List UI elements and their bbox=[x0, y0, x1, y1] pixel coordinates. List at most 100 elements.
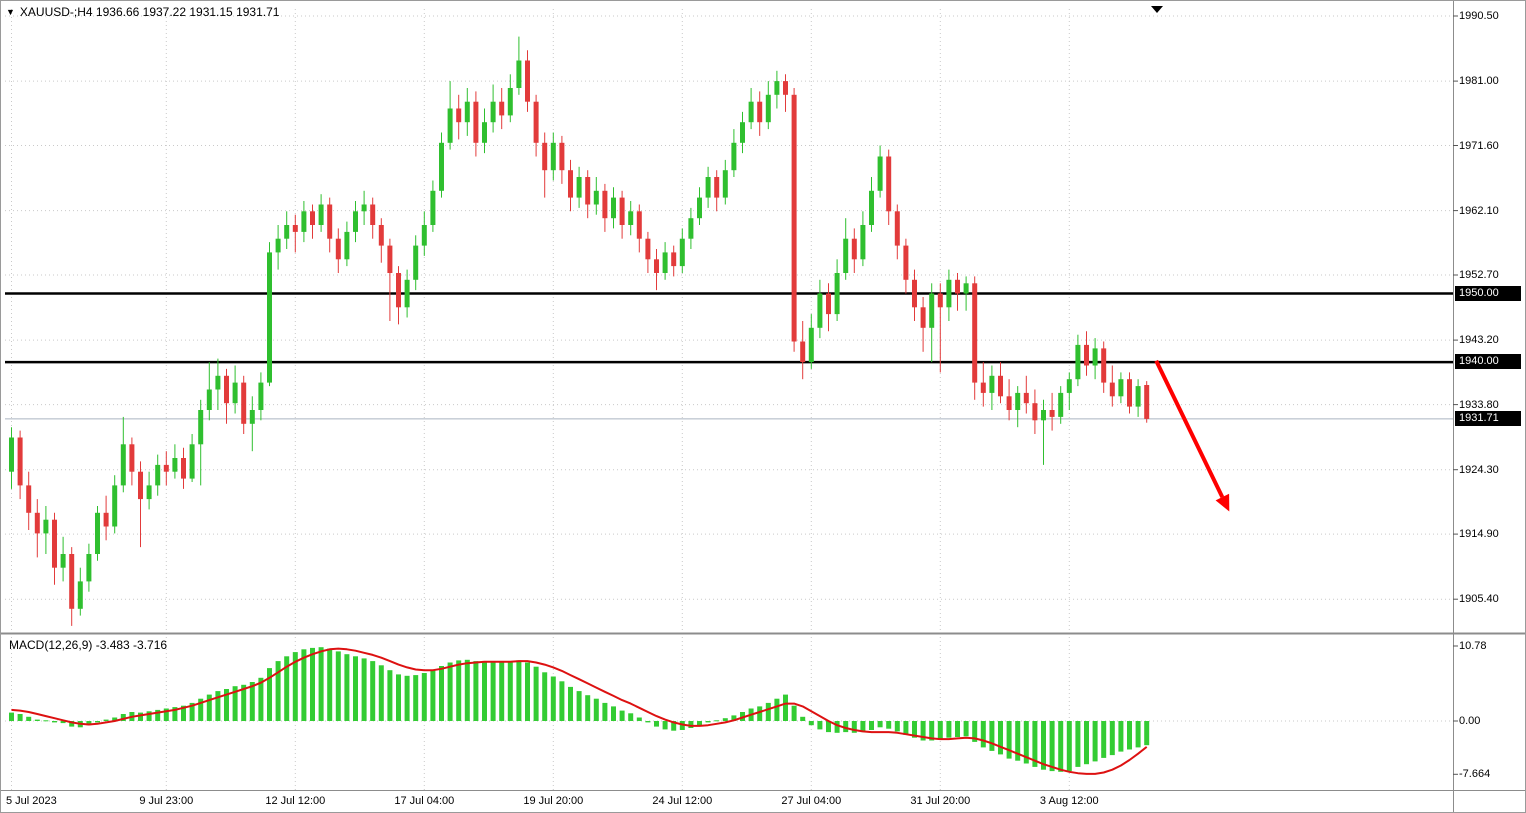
macd-bar bbox=[1023, 721, 1029, 764]
macd-bar bbox=[989, 721, 995, 751]
signal-line bbox=[11, 647, 1148, 775]
macd-bar bbox=[146, 711, 152, 721]
macd-bar bbox=[757, 706, 763, 721]
macd-bar bbox=[52, 721, 57, 723]
macd-bar bbox=[86, 721, 92, 726]
candle bbox=[232, 382, 238, 404]
candle bbox=[206, 389, 212, 410]
macd-bar bbox=[215, 691, 221, 721]
candle bbox=[95, 512, 100, 554]
candle bbox=[1118, 379, 1124, 397]
candle bbox=[920, 307, 926, 328]
macd-bar bbox=[791, 705, 797, 721]
macd-bar bbox=[155, 709, 161, 721]
macd-bar bbox=[17, 714, 23, 721]
macd-bar bbox=[404, 675, 410, 721]
candle bbox=[722, 170, 728, 198]
candle bbox=[559, 142, 565, 171]
candle bbox=[77, 581, 83, 609]
candle bbox=[593, 190, 599, 205]
macd-bar bbox=[1041, 721, 1046, 770]
candle bbox=[439, 142, 444, 191]
macd-bar bbox=[929, 721, 935, 741]
candle bbox=[353, 211, 358, 232]
candle bbox=[636, 211, 642, 239]
macd-bar bbox=[808, 721, 814, 726]
candle bbox=[955, 279, 960, 294]
candle bbox=[619, 197, 625, 225]
macd-bar bbox=[877, 721, 883, 728]
candle bbox=[1135, 386, 1141, 407]
macd-bar bbox=[783, 694, 788, 721]
macd-bar bbox=[576, 691, 582, 721]
macd-bar bbox=[396, 674, 401, 721]
macd-bar bbox=[525, 662, 530, 721]
candle bbox=[138, 471, 143, 500]
candle bbox=[370, 204, 376, 225]
macd-bar bbox=[972, 721, 978, 742]
candle bbox=[1066, 379, 1072, 393]
candle bbox=[525, 60, 530, 102]
candle bbox=[310, 211, 315, 225]
candle bbox=[783, 81, 788, 95]
candle bbox=[826, 293, 831, 315]
macd-bar bbox=[120, 714, 126, 721]
macd-bar bbox=[645, 721, 651, 723]
macd-bar bbox=[714, 720, 720, 722]
candle bbox=[52, 519, 57, 568]
candle bbox=[834, 273, 840, 315]
macd-bar bbox=[1135, 721, 1141, 748]
macd-bar bbox=[224, 689, 229, 721]
macd-bar bbox=[1066, 721, 1072, 772]
macd-bar bbox=[1058, 721, 1064, 772]
candle bbox=[748, 101, 754, 123]
collapse-chart-icon[interactable]: ▼ bbox=[6, 7, 15, 17]
candle bbox=[568, 170, 573, 198]
macd-bar bbox=[559, 681, 565, 721]
chart-shift-marker-icon[interactable] bbox=[1151, 6, 1163, 13]
candle bbox=[34, 512, 40, 534]
macd-bar bbox=[464, 659, 470, 721]
candle bbox=[430, 190, 436, 225]
candlesticks bbox=[9, 36, 1150, 626]
macd-bar bbox=[456, 660, 462, 721]
candle bbox=[1041, 410, 1046, 421]
candle bbox=[645, 238, 651, 260]
macd-bar bbox=[688, 721, 694, 728]
candle bbox=[679, 238, 685, 267]
candle bbox=[886, 156, 892, 212]
candle bbox=[697, 197, 702, 219]
candle bbox=[69, 554, 75, 609]
macd-bar bbox=[731, 715, 737, 721]
candle bbox=[980, 382, 986, 393]
macd-bar bbox=[60, 721, 66, 724]
macd-bar bbox=[800, 716, 806, 721]
macd-bar bbox=[619, 710, 625, 721]
level-lines bbox=[5, 292, 1453, 420]
macd-bar bbox=[378, 665, 384, 721]
macd-bar bbox=[628, 713, 634, 721]
candle bbox=[86, 554, 92, 582]
candle bbox=[378, 225, 384, 246]
candle bbox=[163, 464, 169, 472]
macd-bar bbox=[765, 702, 771, 721]
candle bbox=[808, 327, 814, 363]
macd-bar bbox=[1015, 721, 1021, 761]
candle bbox=[129, 444, 135, 472]
down-arrow-annotation[interactable] bbox=[1154, 359, 1225, 498]
macd-bar bbox=[138, 712, 143, 721]
candle bbox=[181, 458, 186, 479]
candle bbox=[421, 225, 427, 246]
macd-bar bbox=[1127, 721, 1132, 750]
gridlines bbox=[5, 9, 1453, 790]
macd-bar bbox=[834, 721, 840, 733]
macd-bar bbox=[869, 721, 874, 730]
macd-bar bbox=[267, 668, 272, 721]
macd-bar bbox=[585, 695, 591, 721]
macd-bar bbox=[955, 721, 960, 737]
macd-bar bbox=[1084, 721, 1089, 765]
candle bbox=[585, 177, 591, 205]
candle bbox=[705, 177, 711, 198]
candle bbox=[1101, 348, 1107, 383]
